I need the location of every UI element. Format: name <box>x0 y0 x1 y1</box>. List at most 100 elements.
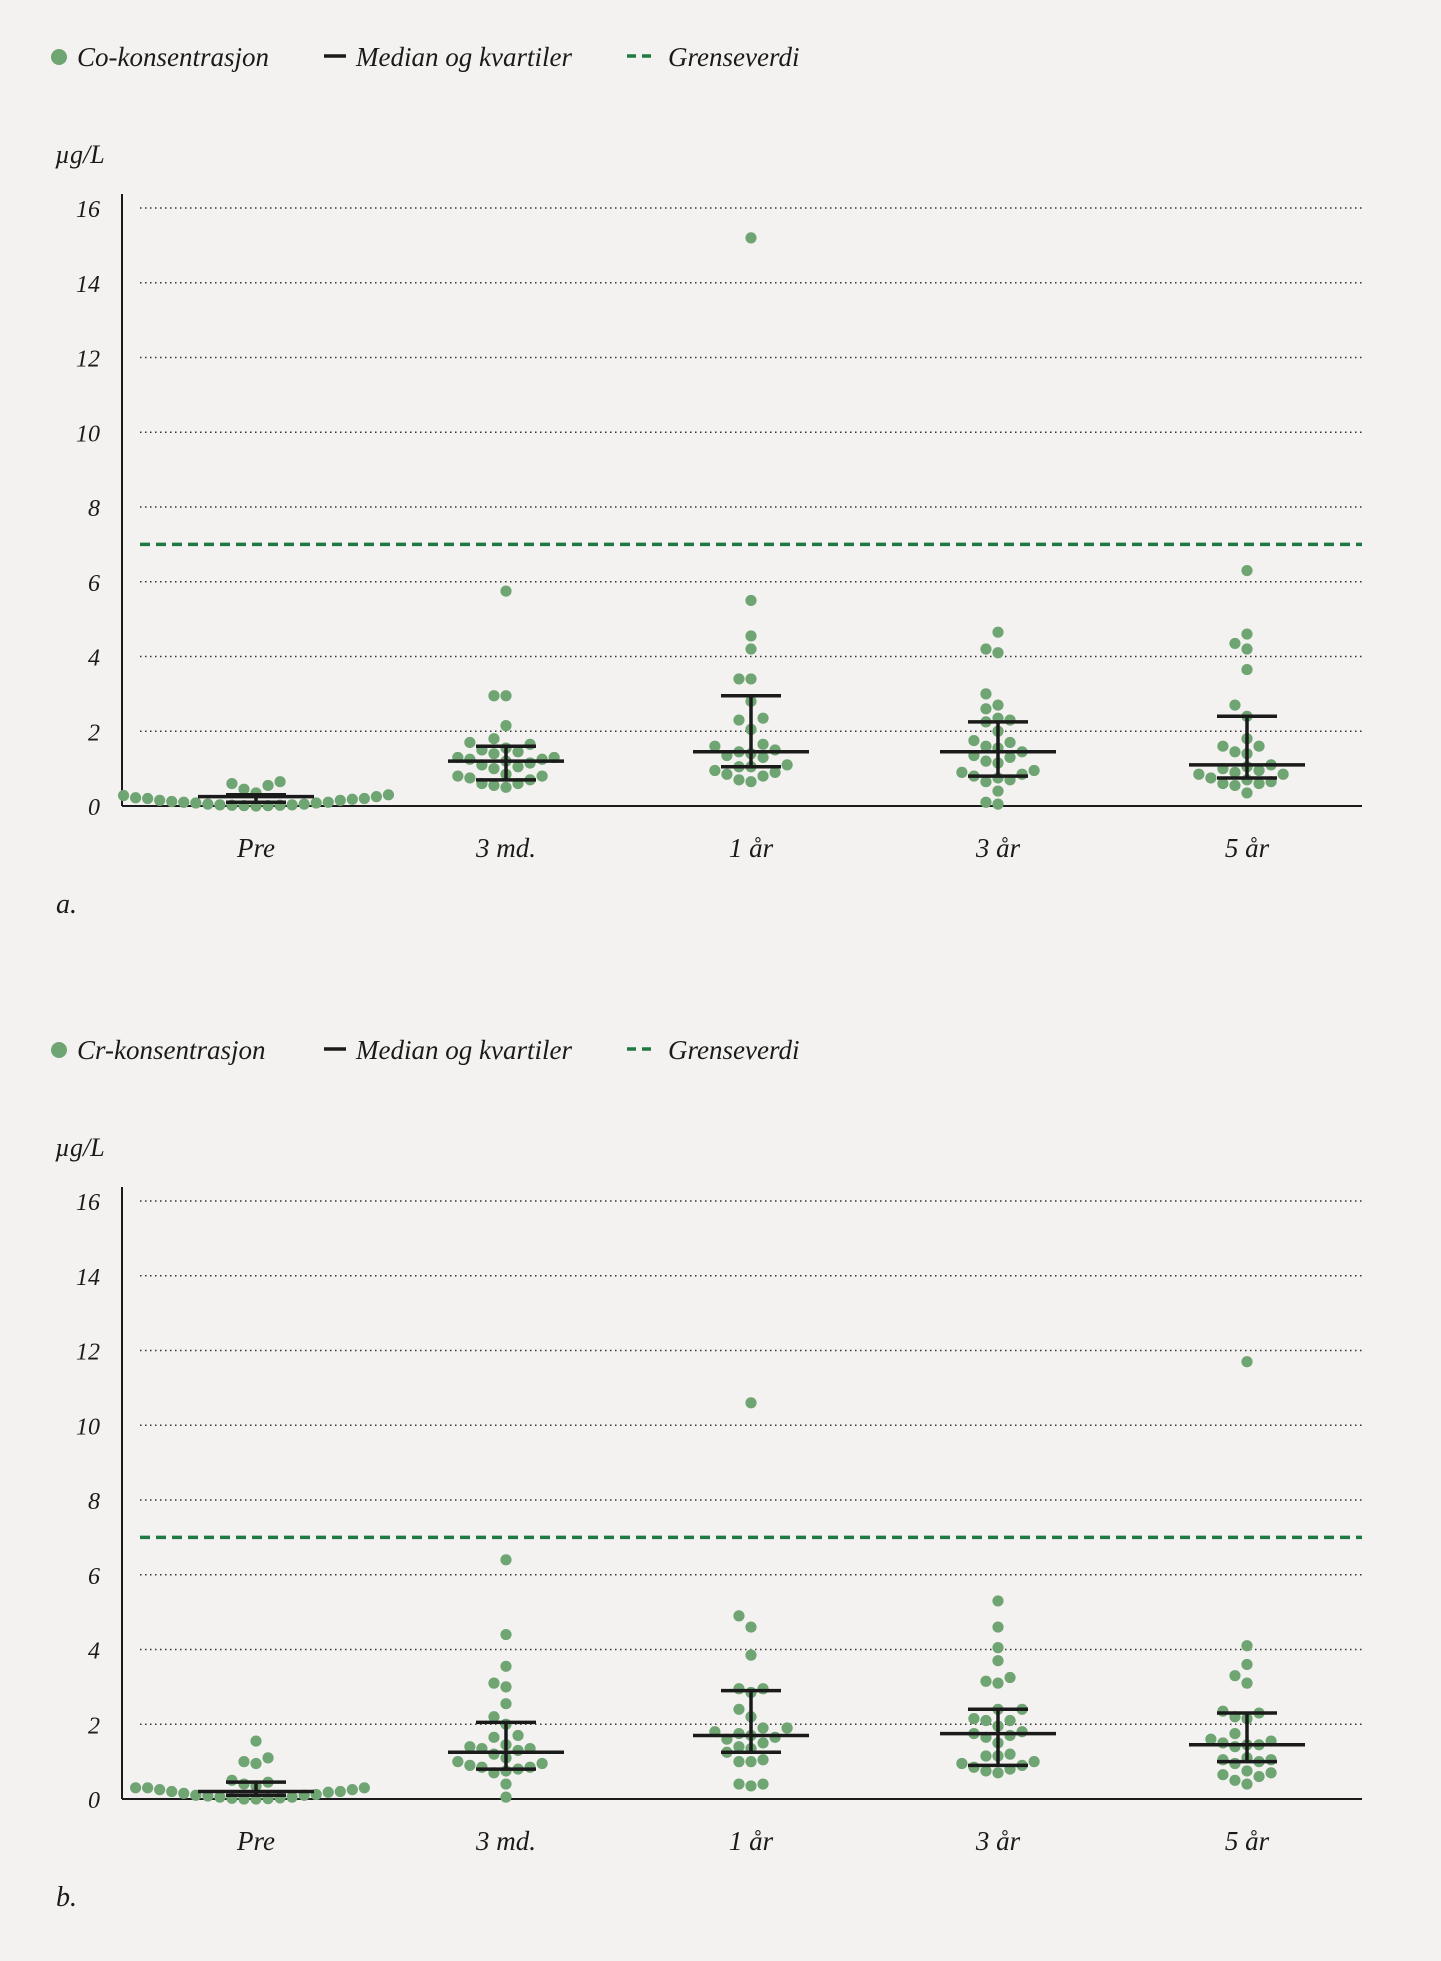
data-point <box>745 630 757 642</box>
x-category-label: 3 år <box>975 1826 1021 1856</box>
data-point <box>733 673 745 685</box>
data-point <box>500 690 512 702</box>
data-point <box>512 746 524 758</box>
data-point <box>757 1683 769 1695</box>
data-point <box>500 1554 512 1566</box>
y-tick-label: 4 <box>88 646 100 672</box>
data-point <box>992 785 1004 797</box>
data-point <box>992 1655 1004 1667</box>
legend-median-label: Median og kvartiler <box>355 1035 572 1065</box>
chart-panel-b: Cr-konsentrasjon Median og kvartiler Grens… <box>51 1035 1362 1913</box>
data-point <box>980 1675 992 1687</box>
data-point <box>1229 766 1241 778</box>
data-point <box>238 783 250 795</box>
data-point <box>745 232 757 244</box>
legend-median-label: Median og kvartiler <box>355 42 572 72</box>
legend-points-label: Cr-konsentrasjon <box>77 1035 265 1065</box>
data-point <box>452 770 464 782</box>
data-point <box>745 1756 757 1768</box>
data-point <box>117 789 130 802</box>
data-point <box>334 794 346 806</box>
data-point <box>488 1711 500 1723</box>
data-point <box>1241 564 1253 577</box>
data-point <box>382 789 395 801</box>
y-tick-label: 14 <box>76 1265 100 1291</box>
y-tick-label: 12 <box>76 347 100 373</box>
data-point <box>500 1698 512 1710</box>
data-point <box>464 753 476 765</box>
data-point <box>980 776 992 788</box>
data-point <box>733 1610 745 1622</box>
data-point <box>769 1731 781 1743</box>
data-point <box>464 1759 476 1771</box>
data-point <box>524 1761 536 1773</box>
data-point <box>130 792 142 804</box>
data-point <box>214 799 226 811</box>
data-point <box>956 1757 968 1770</box>
data-point <box>512 761 524 773</box>
data-point <box>1217 1769 1229 1781</box>
data-point <box>980 1750 992 1762</box>
data-point <box>721 768 733 780</box>
y-axis-unit-label: µg/L <box>55 1133 105 1162</box>
data-point <box>968 1761 980 1773</box>
x-category-label: Pre <box>236 1826 275 1856</box>
data-point <box>1241 663 1253 676</box>
data-point <box>142 1782 154 1794</box>
data-point <box>992 1621 1004 1633</box>
data-point <box>1217 740 1229 752</box>
data-point <box>370 791 382 803</box>
data-point <box>500 1791 512 1803</box>
x-category-label: 5 år <box>1225 1826 1270 1856</box>
data-point <box>1205 1733 1217 1745</box>
data-point <box>524 757 536 769</box>
data-point <box>488 733 500 745</box>
y-tick-label: 2 <box>88 720 100 746</box>
data-point <box>346 1784 358 1796</box>
data-point <box>980 688 992 700</box>
data-point <box>536 770 548 782</box>
data-point <box>166 1785 178 1798</box>
data-point <box>733 1756 745 1768</box>
y-tick-label: 12 <box>76 1340 100 1366</box>
data-point <box>757 1722 769 1734</box>
y-axis-unit-label: µg/L <box>55 140 105 169</box>
data-point <box>781 759 793 771</box>
data-point <box>202 798 214 810</box>
x-category-label: 3 år <box>975 833 1021 863</box>
data-point <box>1277 768 1289 780</box>
data-point <box>1205 772 1217 784</box>
data-point <box>745 673 757 685</box>
data-point <box>310 797 322 809</box>
data-point <box>757 738 769 750</box>
data-point <box>358 1782 370 1794</box>
y-tick-label: 10 <box>76 1414 100 1440</box>
y-tick-label: 6 <box>88 1564 100 1590</box>
data-point <box>769 766 781 778</box>
data-point <box>992 1642 1004 1654</box>
data-point <box>992 1595 1004 1607</box>
data-point <box>1265 1754 1277 1766</box>
data-point <box>512 1744 524 1757</box>
data-point <box>992 798 1004 810</box>
data-point <box>1004 714 1016 726</box>
data-point <box>956 766 968 778</box>
data-point <box>452 1756 464 1768</box>
data-point <box>286 799 298 811</box>
x-category-label: 3 md. <box>475 833 536 863</box>
data-point <box>334 1785 346 1798</box>
y-tick-label: 2 <box>88 1713 100 1739</box>
data-point <box>1241 787 1253 799</box>
data-point <box>536 1757 548 1770</box>
data-point <box>1253 777 1265 790</box>
data-point <box>1004 751 1016 764</box>
data-point <box>500 585 512 597</box>
y-tick-label: 16 <box>76 197 100 223</box>
data-point <box>1241 1658 1253 1671</box>
data-point <box>1004 736 1016 749</box>
data-point <box>745 1621 757 1633</box>
data-point <box>733 1741 745 1753</box>
data-point <box>464 736 476 749</box>
data-point <box>1241 1677 1253 1689</box>
